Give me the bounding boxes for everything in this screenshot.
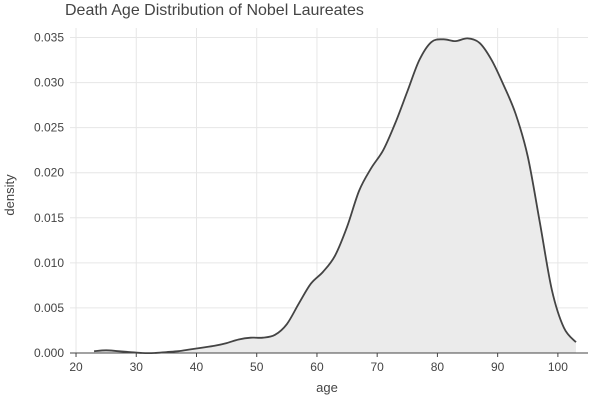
y-tick-label: 0.025 [34,121,64,135]
area-layer [94,37,577,355]
x-axis-label: age [316,380,338,395]
density-area-fill [94,38,576,354]
chart-title: Death Age Distribution of Nobel Laureate… [65,2,364,19]
x-tick-label: 80 [431,360,445,374]
x-tick-label: 70 [371,360,385,374]
y-tick-label: 0.035 [34,31,64,45]
x-tick-label: 60 [310,360,324,374]
x-tick-label: 30 [130,360,144,374]
x-tick-label: 20 [69,360,83,374]
y-axis-label: density [2,174,17,216]
y-tick-label: 0.015 [34,211,64,225]
y-tick-label: 0.010 [34,256,64,270]
x-tick-label: 100 [548,360,568,374]
y-tick-label: 0.020 [34,166,64,180]
y-tick-label: 0.030 [34,76,64,90]
x-tick-label: 50 [250,360,264,374]
y-tick-label: 0.005 [34,301,64,315]
axis-layer: 20 30 40 50 60 70 80 90 100 0.000 0.005 0.010 0.015 0… [34,31,588,374]
y-tick-label: 0.000 [34,346,64,360]
density-line [94,37,577,355]
x-tick-label: 90 [491,360,505,374]
x-tick-label: 40 [190,360,204,374]
